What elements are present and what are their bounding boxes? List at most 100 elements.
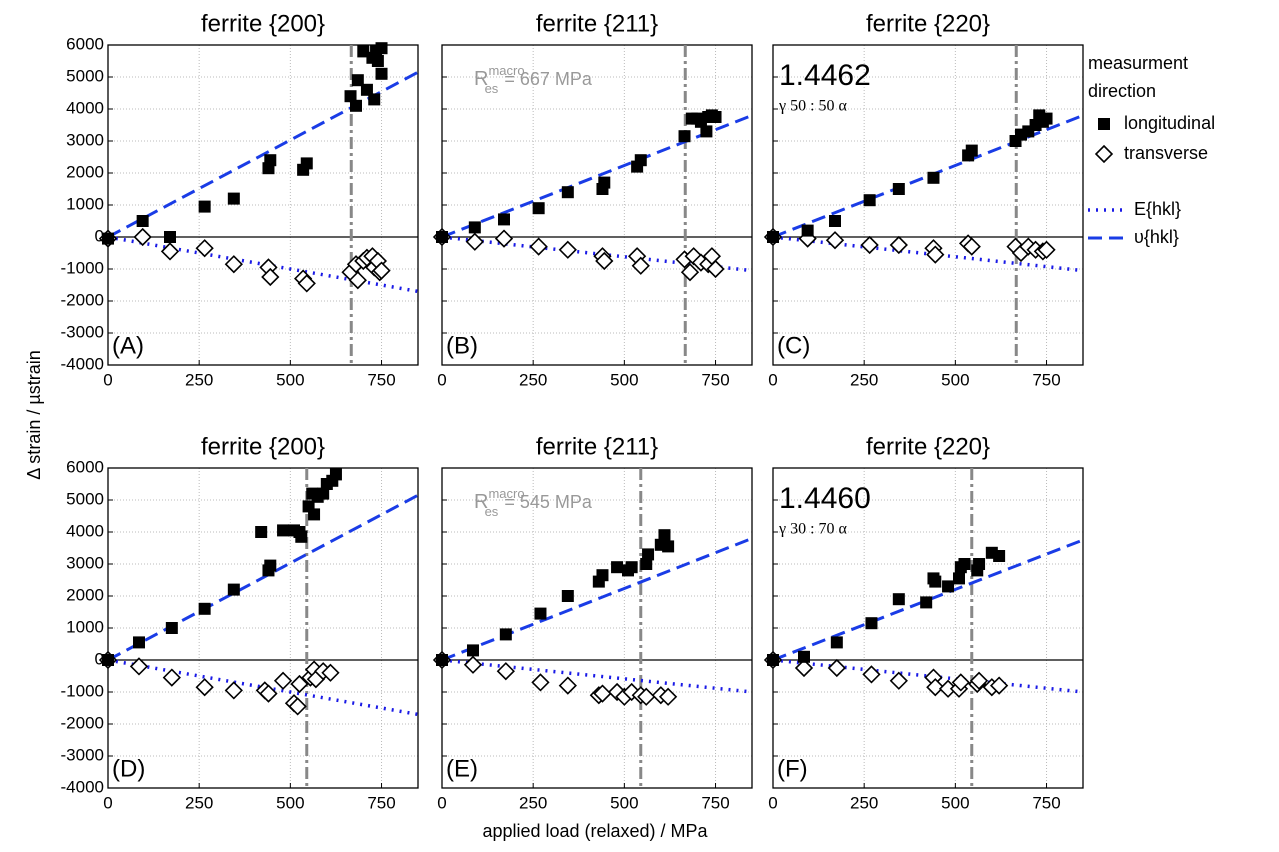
y-tick-label: 2000: [66, 585, 104, 604]
annotation-sup: macro: [488, 486, 524, 501]
marker-square: [436, 654, 448, 666]
marker-square: [993, 550, 1006, 562]
panel-title: ferrite {220}: [866, 433, 990, 460]
marker-square: [308, 508, 321, 521]
panel-title: ferrite {211}: [536, 433, 658, 460]
x-tick-label: 250: [850, 370, 878, 389]
marker-square: [277, 524, 290, 537]
panel-label: (F): [777, 755, 808, 782]
y-tick-label: 5000: [66, 489, 104, 508]
marker-square: [892, 183, 905, 195]
marker-diamond: [162, 668, 181, 687]
marker-diamond: [496, 662, 515, 681]
marker-square: [596, 569, 609, 582]
marker-diamond: [860, 235, 879, 255]
marker-square: [611, 561, 624, 574]
plot-frame: [107, 467, 419, 789]
marker-diamond: [962, 237, 981, 256]
marker-square: [295, 530, 308, 543]
marker-square: [798, 650, 810, 663]
plot-frame: [107, 44, 419, 366]
x-tick-label: 0: [437, 793, 446, 812]
marker-square: [1098, 118, 1110, 130]
x-tick-label: 500: [941, 793, 969, 812]
marker-diamond: [224, 255, 243, 274]
marker-square: [350, 99, 362, 112]
marker-square: [300, 157, 313, 170]
y-tick-label: -1000: [61, 258, 104, 277]
marker-diamond: [1094, 144, 1114, 164]
marker-diamond: [926, 678, 945, 697]
marker-diamond: [862, 665, 881, 684]
marker-square: [534, 607, 547, 620]
marker-square: [370, 45, 383, 58]
annotation-rest: = 545 MPa: [504, 492, 593, 512]
marker-square: [927, 171, 940, 184]
plot-frame: [441, 44, 753, 366]
marker-square: [767, 231, 779, 243]
y-tick-label: 6000: [66, 457, 104, 476]
panel-label: (C): [777, 332, 810, 359]
annotation-sub: es: [485, 504, 499, 519]
marker-square: [598, 176, 611, 189]
fit-line: [441, 658, 753, 694]
marker-square: [634, 154, 647, 167]
marker-square: [678, 130, 691, 143]
marker-square: [561, 186, 574, 199]
marker-diamond: [558, 676, 577, 695]
marker-square: [642, 548, 655, 561]
x-tick-label: 250: [519, 370, 547, 389]
y-tick-label: 3000: [66, 130, 104, 149]
marker-diamond: [593, 684, 612, 703]
marker-square: [360, 83, 373, 96]
x-tick-label: 250: [850, 793, 878, 812]
marker-diamond: [607, 682, 627, 702]
panel-label: (D): [112, 755, 145, 782]
plot-frame: [772, 44, 1084, 366]
marker-diamond: [321, 663, 340, 682]
marker-diamond: [288, 697, 307, 716]
marker-square: [958, 558, 971, 570]
marker-square: [965, 144, 978, 157]
note-value: 1.4462: [779, 59, 871, 92]
y-tick-label: -3000: [61, 322, 104, 341]
marker-square: [351, 74, 364, 87]
panel-title: ferrite {200}: [201, 433, 325, 460]
plot-frame: [441, 467, 753, 789]
y-tick-label: 0: [95, 226, 104, 245]
annotation-sub: es: [485, 81, 499, 96]
y-tick-label: -2000: [61, 713, 104, 732]
panel-title: ferrite {220}: [866, 10, 990, 37]
marker-square: [368, 93, 381, 106]
marker-diamond: [372, 261, 391, 280]
marker-diamond: [706, 259, 725, 279]
marker-square: [829, 215, 841, 227]
marker-square: [371, 55, 384, 67]
x-axis-label: applied load (relaxed) / MPa: [482, 821, 708, 841]
marker-square: [561, 590, 574, 602]
x-tick-label: 750: [367, 793, 395, 812]
legend-title: measurment: [1088, 53, 1188, 73]
marker-square: [165, 622, 178, 634]
marker-square: [973, 558, 986, 570]
marker-square: [436, 231, 448, 243]
legend-title: direction: [1088, 81, 1156, 101]
y-tick-label: -1000: [61, 681, 104, 700]
plot-frame: [772, 467, 1084, 789]
marker-square: [136, 215, 149, 227]
marker-diamond: [133, 227, 152, 247]
annotation-rest: = 667 MPa: [504, 69, 593, 89]
x-tick-label: 500: [276, 370, 304, 389]
marker-diamond: [195, 239, 214, 258]
marker-diamond: [680, 263, 700, 282]
marker-square: [830, 636, 843, 649]
marker-diamond: [637, 687, 656, 706]
legend-label: E{hkl}: [1134, 199, 1181, 219]
marker-square: [942, 580, 955, 593]
y-tick-label: -4000: [61, 777, 104, 796]
marker-square: [344, 90, 357, 103]
marker-square: [467, 644, 479, 657]
marker-square: [865, 617, 878, 630]
marker-diamond: [297, 274, 316, 293]
x-tick-label: 750: [367, 370, 395, 389]
